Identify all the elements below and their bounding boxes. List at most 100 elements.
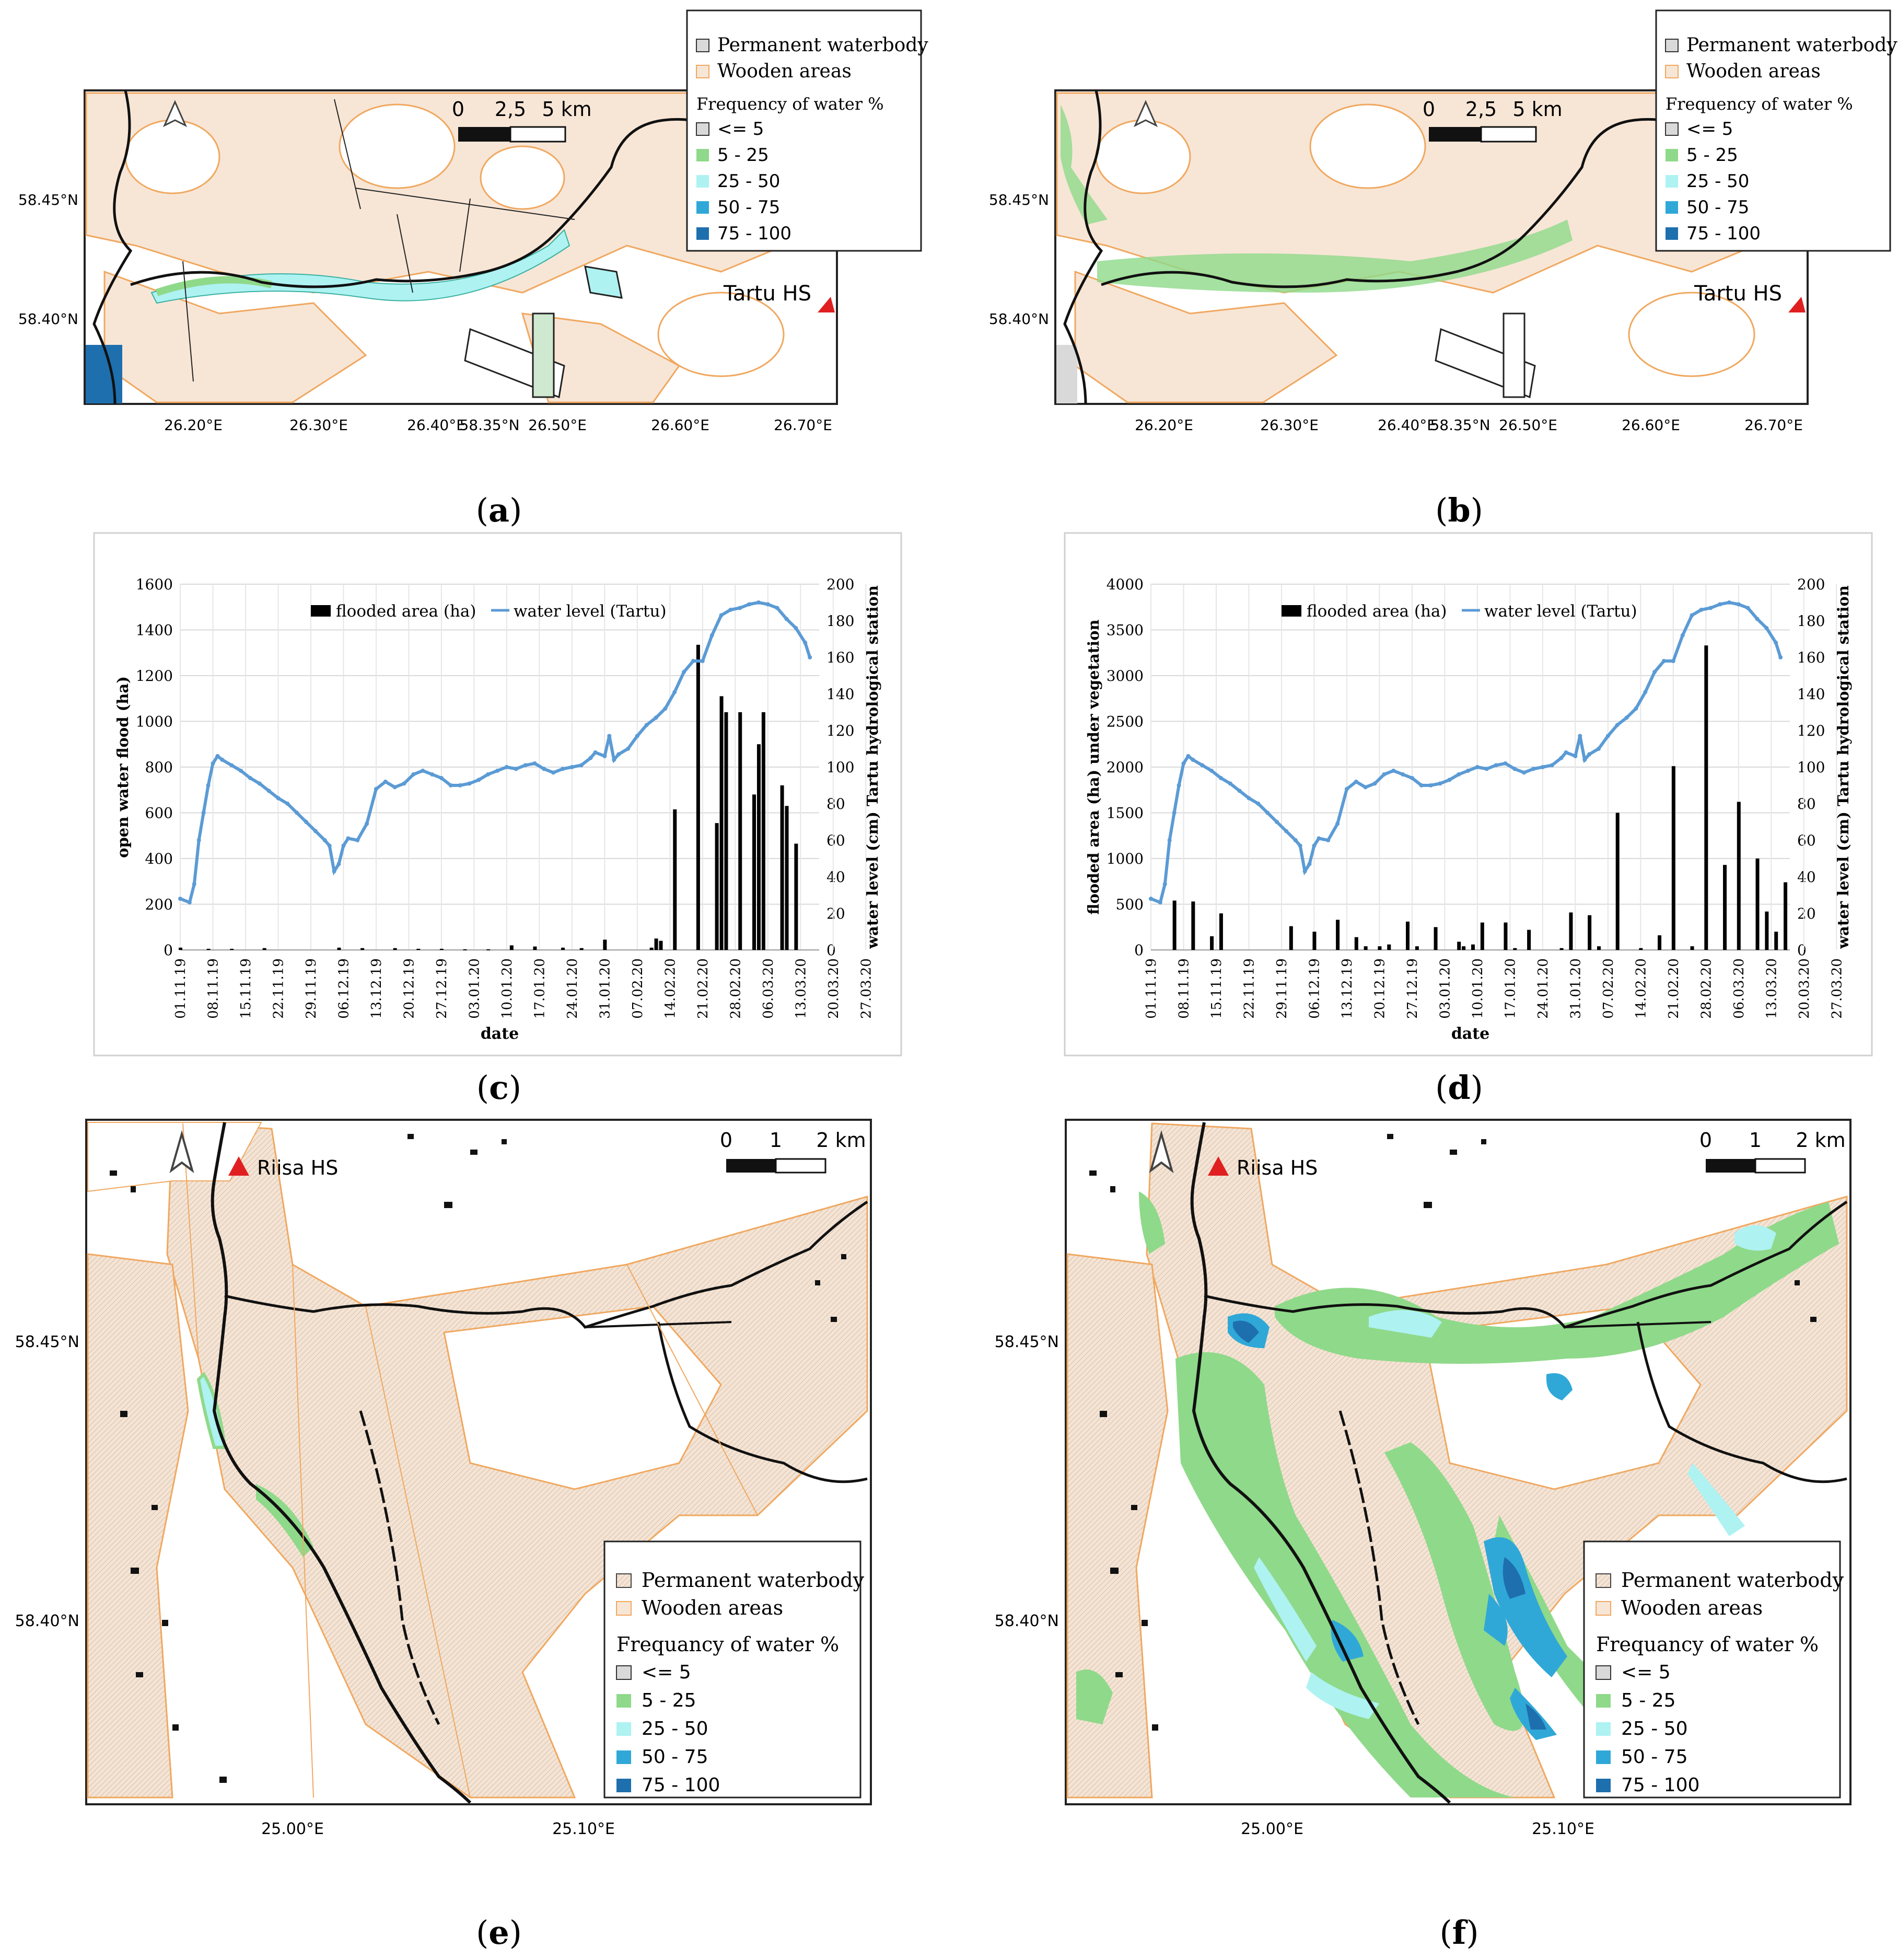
lat-label: 58.45°N [18, 191, 78, 208]
y-tick-label: 400 [145, 850, 173, 867]
water-level-point [1158, 900, 1162, 904]
scale-label-0: 0 [1699, 1129, 1712, 1152]
water-level-point [1512, 767, 1517, 771]
water-level-point [1447, 778, 1452, 782]
water-level-point [1550, 763, 1554, 768]
water-level-point [1382, 772, 1387, 776]
scale-label-1: 1 [1749, 1129, 1762, 1152]
water-level-point [1680, 633, 1685, 637]
water-level-point [211, 761, 215, 766]
bar [1765, 911, 1769, 950]
water-level-point [1503, 761, 1508, 766]
water-level-point [593, 750, 598, 755]
bar [1774, 932, 1778, 950]
field-structure [1503, 312, 1526, 398]
water-level-point [1326, 838, 1331, 842]
water-level-point [784, 617, 789, 621]
legend-class: 75 - 100 [717, 223, 791, 244]
water-level-point [1218, 776, 1223, 780]
y-tick-label: 600 [145, 805, 173, 822]
water-level-point [201, 810, 206, 815]
x-tick-label: 13.12.19 [369, 958, 385, 1019]
water-level-point [327, 843, 332, 848]
lat-label: 58.40°N [989, 310, 1049, 328]
panel-label: (a) [476, 491, 522, 529]
y2-tick-label: 60 [826, 832, 845, 849]
bar [1723, 865, 1727, 950]
bar [1219, 913, 1223, 950]
water-level-point [579, 763, 584, 768]
legend-freq-title: Frequency of water % [1666, 94, 1853, 114]
water-level-point [220, 758, 225, 762]
bar [1354, 937, 1358, 950]
x-tick-label: 24.01.20 [565, 958, 580, 1019]
y-axis-title: open water flood (ha) [114, 676, 132, 858]
chart-frame [1064, 532, 1873, 1057]
x-tick-label: 28.02.20 [728, 958, 743, 1019]
legend-bar-label: flooded area (ha) [336, 602, 476, 621]
map-legend: Permanent waterbody Wooden areas Frequan… [1583, 1540, 1844, 1799]
bar [1405, 921, 1410, 950]
water-level-point [644, 723, 649, 727]
y2-tick-label: 200 [826, 576, 854, 593]
bar [724, 712, 728, 950]
bar [1191, 901, 1195, 950]
water-level-point [1419, 783, 1424, 787]
legend-class: 5 - 25 [1686, 145, 1738, 166]
y-tick-label: 1200 [136, 667, 173, 685]
x-tick-label: 15.11.19 [1209, 958, 1225, 1019]
water-level-point [374, 787, 378, 791]
water-level-point [691, 659, 695, 663]
x-tick-label: 27.03.20 [858, 958, 874, 1019]
station-marker-icon [1208, 1156, 1229, 1176]
bar [360, 948, 365, 950]
station-marker-icon [818, 297, 835, 312]
water-level-point [1167, 838, 1172, 842]
water-level-point [514, 767, 518, 771]
north-arrow-icon [162, 100, 188, 127]
legend-permanent: Permanent waterbody [1621, 1569, 1844, 1592]
bar [509, 945, 514, 950]
lat-label: 58.40°N [18, 310, 78, 328]
legend-class: 5 - 25 [642, 1690, 696, 1711]
scale-bar: 0 2,5 5 km [1423, 98, 1563, 143]
lon-label: 26.70°E [1744, 416, 1803, 434]
water-level-point [1531, 767, 1536, 771]
x-tick-label: 03.01.20 [467, 958, 482, 1019]
legend-class: 50 - 75 [1621, 1746, 1688, 1768]
y2-tick-label: 20 [1797, 905, 1816, 922]
water-level-point [257, 781, 262, 786]
x-tick-label: 07.02.20 [630, 958, 646, 1019]
legend-wooden: Wooden areas [1686, 61, 1821, 82]
water-level-point [1256, 802, 1261, 806]
scale-label-0: 0 [720, 1129, 732, 1152]
scale-bar: 0 1 2 km [1699, 1129, 1846, 1174]
x-tick-label: 15.11.19 [238, 958, 254, 1019]
chart-panel-d: 0 500 1000 1500 2000 2500 3000 3500 4000 0 20 40 60 8… [1064, 532, 1873, 1057]
bar [1434, 927, 1438, 950]
x-tick-label: 21.02.20 [695, 958, 711, 1019]
water-level-point [229, 763, 234, 768]
scale-label-1: 2,5 [1465, 98, 1497, 121]
y-tick-label: 3500 [1107, 622, 1144, 639]
bar [1588, 915, 1592, 950]
y-tick-label: 1000 [136, 713, 173, 730]
bar [1378, 946, 1382, 950]
y-tick-label: 1000 [1107, 850, 1144, 867]
water-level-point [1624, 715, 1629, 720]
north-arrow-icon [169, 1130, 194, 1174]
bar [393, 948, 397, 950]
y2-tick-label: 140 [826, 686, 854, 703]
clearing [480, 145, 565, 210]
bar [1480, 922, 1484, 950]
y2-axis-title: water level (cm) Tartu hydrological stat… [1834, 585, 1852, 949]
y-tick-label: 1600 [136, 576, 173, 593]
x-tick-label: 31.01.20 [1568, 958, 1583, 1019]
legend-class: <= 5 [1686, 119, 1733, 140]
legend-class: 25 - 50 [1621, 1718, 1688, 1739]
road [1564, 1321, 1711, 1328]
water-level-point [616, 752, 621, 757]
legend-line-label: water level (Tartu) [514, 602, 667, 621]
legend-class: <= 5 [717, 119, 764, 140]
water-level-point [476, 778, 481, 782]
